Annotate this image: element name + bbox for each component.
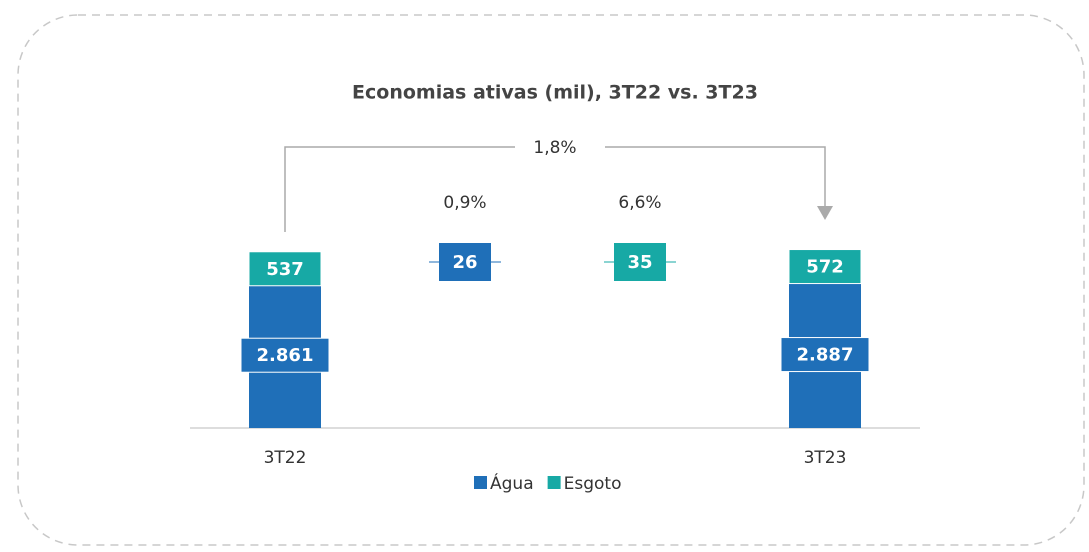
- value-label-box: [248, 251, 322, 287]
- value-label: 2.861: [257, 345, 314, 366]
- legend-swatch: [547, 476, 561, 489]
- value-label: 26: [452, 252, 477, 273]
- frame: [17, 14, 1085, 546]
- bridge-arrow: [817, 206, 833, 220]
- annotation: 0,9%: [443, 193, 486, 213]
- legend-label: Esgoto: [564, 474, 622, 494]
- value-label-box: [240, 337, 330, 373]
- annotation: 6,6%: [618, 193, 661, 213]
- bridge-line: [284, 146, 826, 232]
- value-label-box: [788, 249, 862, 285]
- value-label-box: [780, 337, 870, 373]
- x-tick-label: 3T23: [804, 448, 847, 468]
- bar: [439, 243, 491, 281]
- value-label: 537: [266, 259, 304, 280]
- value-label: 35: [627, 252, 652, 273]
- annotation: 1,8%: [533, 138, 576, 158]
- value-label: 572: [806, 257, 844, 278]
- legend-label: Água: [490, 472, 534, 494]
- bar: [614, 243, 666, 281]
- x-tick-label: 3T22: [264, 448, 307, 468]
- value-label: 2.887: [797, 345, 854, 366]
- chart-title: Economias ativas (mil), 3T22 vs. 3T23: [352, 82, 758, 104]
- legend-swatch: [474, 476, 487, 489]
